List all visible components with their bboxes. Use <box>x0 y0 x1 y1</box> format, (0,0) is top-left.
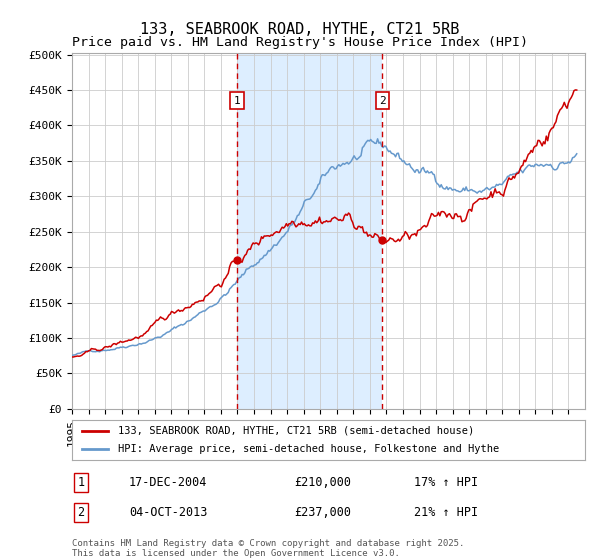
Text: 133, SEABROOK ROAD, HYTHE, CT21 5RB (semi-detached house): 133, SEABROOK ROAD, HYTHE, CT21 5RB (sem… <box>118 426 475 436</box>
Text: 2: 2 <box>77 506 85 519</box>
Text: 17% ↑ HPI: 17% ↑ HPI <box>414 476 478 489</box>
Text: 17-DEC-2004: 17-DEC-2004 <box>129 476 208 489</box>
Text: Price paid vs. HM Land Registry's House Price Index (HPI): Price paid vs. HM Land Registry's House … <box>72 36 528 49</box>
Text: £210,000: £210,000 <box>294 476 351 489</box>
Text: Contains HM Land Registry data © Crown copyright and database right 2025.
This d: Contains HM Land Registry data © Crown c… <box>72 539 464 558</box>
Text: £237,000: £237,000 <box>294 506 351 519</box>
Text: 1: 1 <box>233 96 240 106</box>
Text: 04-OCT-2013: 04-OCT-2013 <box>129 506 208 519</box>
Text: 21% ↑ HPI: 21% ↑ HPI <box>414 506 478 519</box>
Text: 133, SEABROOK ROAD, HYTHE, CT21 5RB: 133, SEABROOK ROAD, HYTHE, CT21 5RB <box>140 22 460 38</box>
Bar <box>237 53 382 409</box>
Text: 1: 1 <box>77 476 85 489</box>
Text: HPI: Average price, semi-detached house, Folkestone and Hythe: HPI: Average price, semi-detached house,… <box>118 445 499 454</box>
Text: 2: 2 <box>379 96 386 106</box>
